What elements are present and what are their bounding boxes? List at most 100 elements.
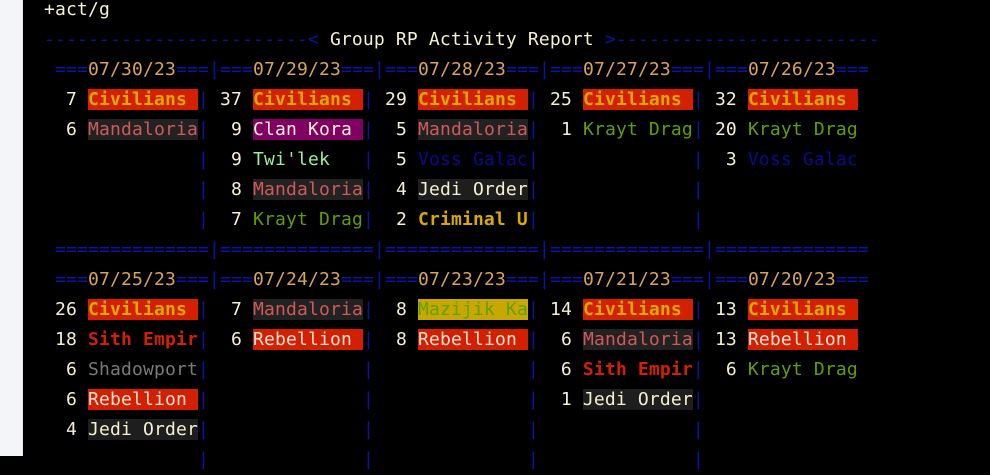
date-rule: === xyxy=(505,59,539,80)
activity-count: 1 xyxy=(560,119,572,140)
group-name: Voss Galac xyxy=(748,149,858,170)
activity-count: 6 xyxy=(66,119,77,140)
column-divider: | xyxy=(197,359,209,380)
activity-count: 9 xyxy=(230,119,242,140)
group-name: Civilians xyxy=(252,89,363,110)
group-name-text: Krayt Drag xyxy=(747,359,858,380)
date-rule: === xyxy=(340,59,374,80)
column-divider: | xyxy=(197,389,209,410)
group-name: Mandaloria xyxy=(252,179,363,200)
group-name-text: Mandaloria xyxy=(417,119,528,140)
activity-count: 4 xyxy=(395,179,407,200)
group-name-text: Mandaloria xyxy=(252,179,363,200)
activity-row: 4 Jedi Order| | | | xyxy=(44,415,880,445)
activity-count: 5 xyxy=(395,149,407,170)
column-divider: | xyxy=(527,89,539,110)
separator-rule: ============== xyxy=(384,239,539,260)
column-divider: | xyxy=(197,209,209,230)
activity-row: | 8 Mandaloria| 4 Jedi Order| | xyxy=(44,175,880,205)
date-header-row: ===07/30/23===|===07/29/23===|===07/28/2… xyxy=(44,55,880,85)
date-label: 07/28/23 xyxy=(417,59,506,80)
date-header-row: ===07/25/23===|===07/24/23===|===07/23/2… xyxy=(44,265,880,295)
date-rule: === xyxy=(55,59,88,80)
group-name-text: Voss Galac xyxy=(417,149,528,170)
activity-count: 9 xyxy=(230,149,242,170)
column-divider: | xyxy=(362,299,374,320)
activity-count: 14 xyxy=(549,299,572,320)
group-name: Krayt Drag xyxy=(748,119,858,140)
column-divider: | xyxy=(362,329,374,350)
header-rule-right: >------------------------ xyxy=(604,29,880,50)
column-divider: | xyxy=(692,89,704,110)
group-name: Krayt Drag xyxy=(253,209,363,230)
column-divider: | xyxy=(703,239,715,260)
activity-count: 32 xyxy=(714,89,737,110)
column-divider: | xyxy=(362,389,374,410)
group-name: Mandaloria xyxy=(582,329,693,350)
group-name-text: Mandaloria xyxy=(252,299,363,320)
separator-rule: ============== xyxy=(549,239,704,260)
group-name-text: Civilians xyxy=(88,299,187,320)
column-divider: | xyxy=(538,59,550,80)
date-rule: === xyxy=(714,59,748,80)
group-name-text: Rebellion xyxy=(252,329,352,350)
activity-row: 26 Civilians | 7 Mandaloria| 8 Mazijik K… xyxy=(44,295,880,325)
date-rule: === xyxy=(384,269,418,290)
activity-count: 6 xyxy=(725,359,737,380)
date-rule: === xyxy=(505,269,539,290)
group-name-text: Twi'lek xyxy=(252,149,330,170)
column-divider: | xyxy=(362,179,374,200)
column-divider: | xyxy=(527,179,539,200)
activity-count: 8 xyxy=(395,299,407,320)
block-separator: ==============|==============|==========… xyxy=(44,235,880,265)
activity-count: 25 xyxy=(549,89,572,110)
date-rule: === xyxy=(219,59,253,80)
group-name-text: Jedi Order xyxy=(417,179,528,200)
column-divider: | xyxy=(538,239,550,260)
group-name-text: Civilians xyxy=(252,89,352,110)
group-name-text: Civilians xyxy=(88,89,187,110)
column-divider: | xyxy=(208,239,220,260)
group-name: Jedi Order xyxy=(88,419,198,440)
group-name: Civilians xyxy=(747,89,858,110)
activity-count: 3 xyxy=(725,149,737,170)
group-name: Rebellion xyxy=(747,329,858,350)
report-title: Group RP Activity Report xyxy=(329,29,594,50)
column-divider: | xyxy=(373,269,385,290)
date-rule: === xyxy=(384,59,418,80)
activity-row: 18 Sith Empir| 6 Rebellion | 8 Rebellion… xyxy=(44,325,880,355)
activity-count: 8 xyxy=(230,179,242,200)
activity-count: 6 xyxy=(66,389,77,410)
activity-count: 8 xyxy=(395,329,407,350)
column-divider: | xyxy=(692,419,704,440)
group-name: Mazijik Ka xyxy=(417,299,528,320)
group-name-text: Rebellion xyxy=(417,329,517,350)
activity-count: 13 xyxy=(714,329,737,350)
column-divider: | xyxy=(527,449,539,470)
activity-count: 7 xyxy=(230,299,242,320)
group-name-text: Mandaloria xyxy=(582,329,693,350)
group-name-text: Krayt Drag xyxy=(582,119,693,140)
activity-row: | | | | xyxy=(44,445,880,475)
date-rule: === xyxy=(670,59,704,80)
group-name: Shadowport xyxy=(88,359,198,380)
column-divider: | xyxy=(362,449,374,470)
group-name: Rebellion xyxy=(417,329,528,350)
column-divider: | xyxy=(703,59,715,80)
group-name: Rebellion xyxy=(252,329,363,350)
group-name-text: Civilians xyxy=(417,89,517,110)
group-name: Mandaloria xyxy=(252,299,363,320)
group-name-text: Krayt Drag xyxy=(252,209,363,230)
group-name: Mandaloria xyxy=(88,119,198,140)
group-name: Clan Kora xyxy=(252,119,363,140)
group-name: Mandaloria xyxy=(417,119,528,140)
column-divider: | xyxy=(208,269,220,290)
group-name: Voss Galac xyxy=(418,149,528,170)
group-name-text: Civilians xyxy=(582,89,682,110)
group-name-text: Mazijik Ka xyxy=(417,299,528,320)
activity-row: 6 Shadowport| | | 6 Sith Empir| 6 Krayt … xyxy=(44,355,880,385)
date-rule: === xyxy=(670,269,704,290)
group-name: Sith Empir xyxy=(88,329,198,350)
group-name-text: Krayt Drag xyxy=(747,119,858,140)
group-name: Criminal U xyxy=(418,209,528,230)
